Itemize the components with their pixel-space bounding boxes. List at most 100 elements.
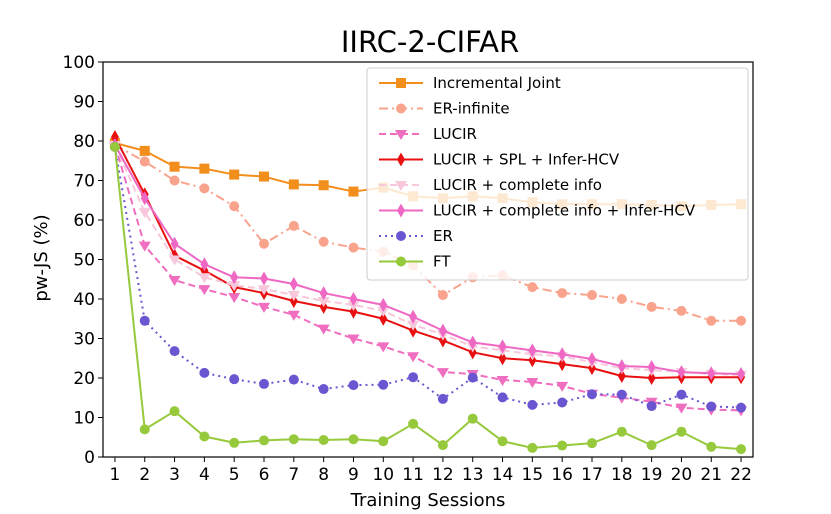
data-point <box>229 201 240 212</box>
data-point <box>617 359 626 374</box>
data-point <box>260 271 269 286</box>
data-point <box>347 334 360 345</box>
data-point <box>348 380 359 391</box>
data-point <box>229 437 240 448</box>
series-line <box>114 144 742 376</box>
data-point <box>558 347 567 362</box>
series-er <box>109 141 747 413</box>
x-tick-label: 6 <box>259 465 270 485</box>
data-point <box>379 297 388 312</box>
data-point <box>497 392 508 403</box>
data-point <box>199 183 210 194</box>
data-point <box>676 389 687 400</box>
data-point <box>109 141 120 152</box>
data-point <box>436 368 449 379</box>
data-point <box>199 163 210 174</box>
data-point <box>527 282 538 293</box>
data-point <box>587 352 596 367</box>
y-tick-label: 50 <box>73 251 95 271</box>
data-point <box>498 351 507 366</box>
data-point <box>169 161 180 172</box>
y-tick-label: 60 <box>73 211 95 231</box>
data-point <box>139 145 150 156</box>
series-line <box>113 146 742 451</box>
data-point <box>467 413 478 424</box>
data-point <box>318 435 329 446</box>
x-tick-label: 21 <box>700 465 722 485</box>
data-point <box>498 339 507 354</box>
data-point <box>557 288 568 299</box>
data-point <box>377 342 390 353</box>
data-point <box>527 399 538 410</box>
data-point <box>497 436 508 447</box>
data-point <box>617 369 626 384</box>
data-point <box>349 304 358 319</box>
x-tick-label: 16 <box>551 465 573 485</box>
legend-label: LUCIR + SPL + Infer-HCV <box>433 151 620 169</box>
data-point <box>138 208 151 219</box>
data-point <box>198 285 211 296</box>
data-point <box>438 323 447 338</box>
y-tick-label: 0 <box>84 448 95 468</box>
data-point <box>437 393 448 404</box>
data-point <box>138 241 151 252</box>
data-point <box>200 257 209 272</box>
data-point <box>378 379 389 390</box>
data-point <box>437 440 448 451</box>
data-point <box>258 302 271 313</box>
y-tick-label: 40 <box>73 290 95 310</box>
data-point <box>586 290 597 301</box>
data-point <box>288 374 299 385</box>
data-point <box>288 220 299 231</box>
data-point <box>378 436 389 447</box>
data-point <box>737 367 746 382</box>
legend-label: LUCIR + complete info + Infer-HCV <box>433 202 696 220</box>
x-tick-label: 10 <box>372 465 394 485</box>
data-point <box>706 401 717 412</box>
data-point <box>317 296 330 307</box>
data-point <box>676 305 687 316</box>
x-tick-label: 3 <box>169 465 180 485</box>
data-point <box>229 169 240 180</box>
data-point <box>169 346 180 357</box>
x-tick-label: 12 <box>432 465 454 485</box>
x-tick-label: 19 <box>641 465 663 485</box>
legend-label: LUCIR <box>433 125 477 143</box>
legend-marker <box>397 203 405 218</box>
data-point <box>646 440 657 451</box>
data-point <box>199 431 210 442</box>
data-point <box>140 191 149 206</box>
data-point <box>288 434 299 445</box>
y-tick-label: 100 <box>63 53 95 73</box>
data-point <box>349 292 358 306</box>
x-tick-label: 2 <box>139 465 150 485</box>
data-point <box>675 403 688 414</box>
data-point <box>557 397 568 408</box>
y-tick-label: 30 <box>73 330 95 350</box>
x-tick-label: 1 <box>110 465 121 485</box>
legend-marker <box>395 130 407 140</box>
x-tick-label: 9 <box>348 465 359 485</box>
data-point <box>647 359 656 374</box>
data-point <box>348 242 359 253</box>
x-tick-label: 7 <box>288 465 299 485</box>
data-point <box>259 435 270 446</box>
x-tick-label: 4 <box>199 465 210 485</box>
data-point <box>228 293 241 304</box>
data-point <box>259 378 270 389</box>
data-point <box>317 324 330 335</box>
data-point <box>706 315 717 326</box>
legend: Incremental Joint ER-infinite LUCIR LUCIR +… <box>366 67 749 281</box>
data-point <box>586 438 597 449</box>
data-point <box>408 418 419 429</box>
x-tick-label: 14 <box>492 465 514 485</box>
chart-title: IIRC-2-CIFAR <box>341 25 519 59</box>
data-point <box>557 440 568 451</box>
y-tick-label: 90 <box>73 93 95 113</box>
x-tick-label: 5 <box>229 465 240 485</box>
data-point <box>437 290 448 301</box>
x-tick-label: 15 <box>522 465 544 485</box>
legend-label: Incremental Joint <box>433 74 561 92</box>
data-point <box>736 315 747 326</box>
data-point <box>287 310 300 321</box>
